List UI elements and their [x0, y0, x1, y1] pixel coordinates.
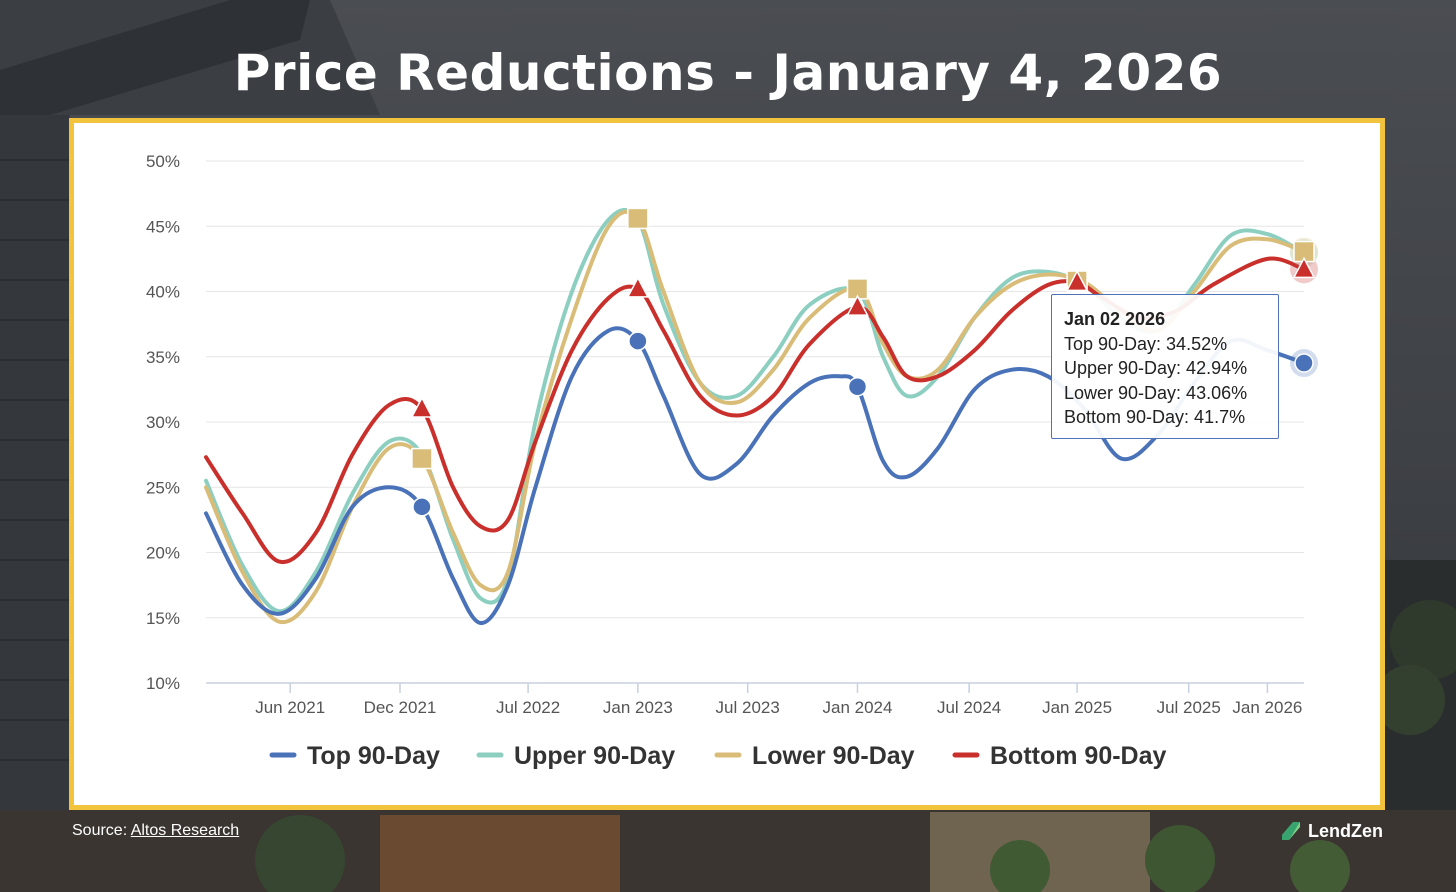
data-point-lower [627, 207, 649, 230]
x-tick-label: Jan 2024 [823, 698, 893, 717]
x-tick-label: Jul 2025 [1157, 698, 1221, 717]
chart-tooltip: Jan 02 2026 Top 90-Day: 34.52% Upper 90-… [1051, 294, 1279, 439]
tooltip-line-lower: Lower 90-Day: 43.06% [1064, 382, 1248, 403]
data-point-top [412, 497, 432, 517]
data-point-bottom [410, 396, 434, 418]
tooltip-date: Jan 02 2026 [1064, 309, 1166, 329]
x-tick-label: Jan 2023 [603, 698, 673, 717]
tooltip-line-upper: Upper 90-Day: 42.94% [1064, 358, 1248, 378]
series-line-bottom [204, 256, 1306, 565]
price-reductions-chart: 10% 15% 20% 25% 30% 35% 40% 45% 50% Jun 2021 Dec 2… [146, 152, 1318, 770]
page-title: Price Reductions - January 4, 2026 [233, 44, 1223, 102]
axis-layer: 10% 15% 20% 25% 30% 35% 40% 45% 50% Jun 2021 Dec 2… [146, 152, 1302, 717]
y-tick-label: 20% [146, 544, 180, 563]
data-point-top [847, 377, 868, 397]
source-credit: Source: Altos Research [72, 822, 239, 840]
source-link[interactable]: Altos Research [130, 822, 240, 839]
data-point-bottom [1065, 269, 1089, 292]
x-tick-label: Jun 2021 [255, 698, 325, 717]
data-point-top [628, 331, 648, 351]
legend-label-upper: Upper 90-Day [514, 742, 675, 770]
source-prefix: Source: [72, 822, 131, 839]
legend-label-lower: Lower 90-Day [752, 742, 915, 770]
y-tick-label: 15% [146, 609, 180, 628]
y-tick-label: 40% [146, 283, 180, 302]
data-point-bottom [626, 276, 650, 298]
y-tick-label: 10% [146, 674, 180, 693]
x-tick-label: Jul 2024 [937, 698, 1001, 717]
y-tick-label: 45% [146, 217, 180, 236]
brand-name: LendZen [1308, 820, 1383, 841]
y-tick-label: 30% [146, 413, 180, 432]
series-line-lower [204, 209, 1306, 625]
legend-label-top: Top 90-Day [307, 742, 440, 770]
tooltip-line-top: Top 90-Day: 34.52% [1064, 333, 1228, 354]
x-tick-label: Jan 2026 [1232, 698, 1302, 717]
x-tick-label: Jul 2022 [496, 698, 560, 717]
data-point-lower [411, 447, 433, 470]
legend-layer: Top 90-Day Upper 90-Day Lower 90-Day Bottom… [269, 742, 1167, 770]
data-point-bottom [846, 294, 869, 316]
y-tick-label: 35% [146, 348, 180, 367]
tooltip-line-bottom: Bottom 90-Day: 41.7% [1064, 407, 1246, 427]
y-tick-label: 50% [146, 152, 180, 171]
x-tick-label: Jan 2025 [1042, 698, 1112, 717]
lendzen-logo-icon [1282, 822, 1300, 840]
x-tick-label: Dec 2021 [364, 698, 437, 717]
marker-layer [410, 207, 1318, 517]
brand-logo: LendZen [1280, 820, 1383, 842]
x-tick-label: Jul 2023 [716, 698, 780, 717]
chart-frame [69, 118, 1385, 810]
data-point-top [1294, 353, 1314, 373]
legend-label-bottom: Bottom 90-Day [990, 742, 1167, 770]
data-point-bottom [1292, 256, 1316, 279]
y-tick-label: 25% [146, 478, 180, 497]
